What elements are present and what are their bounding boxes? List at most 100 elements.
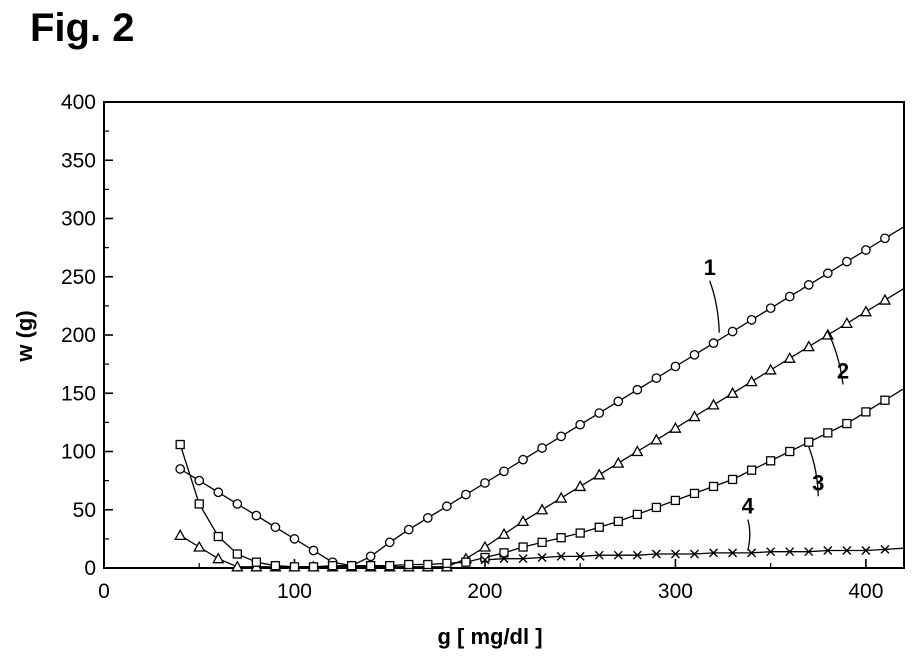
series-3-point [176, 441, 184, 449]
curve-1-label: 1 [704, 255, 716, 280]
series-3-point [348, 562, 356, 570]
series-3-point [767, 457, 775, 465]
series-1-point [252, 511, 260, 519]
series-3-point [290, 563, 298, 571]
x-tick-label: 200 [467, 580, 502, 603]
series-2-point [670, 423, 680, 432]
series-3-point [710, 482, 718, 490]
series-3-point [310, 563, 318, 571]
series-3-point [405, 561, 413, 569]
series-1-point [671, 362, 679, 370]
series-3-point [538, 538, 546, 546]
series-3-point [652, 503, 660, 511]
series-3-point [690, 489, 698, 497]
series-2-point [480, 542, 490, 551]
series-3-point [424, 561, 432, 569]
series-2-point [537, 505, 547, 514]
series-1-line [180, 227, 904, 566]
series-3-point [748, 466, 756, 474]
series-2-point [728, 388, 738, 397]
series-1-point [176, 465, 184, 473]
series-3-point [233, 550, 241, 558]
series-2-point [194, 542, 204, 551]
series-2-point [613, 458, 623, 467]
series-3-point [786, 448, 794, 456]
x-tick-label: 300 [658, 580, 693, 603]
series-2-point [880, 295, 890, 304]
y-tick-label: 250 [61, 266, 96, 289]
x-tick-label: 400 [848, 580, 883, 603]
series-1-point [462, 490, 470, 498]
series-3-point [214, 533, 222, 541]
series-3-point [729, 475, 737, 483]
series-3-point [195, 500, 203, 508]
series-2-point [842, 318, 852, 327]
y-tick-label: 0 [84, 557, 96, 580]
series-1-point [576, 421, 584, 429]
series-1-point [633, 386, 641, 394]
series-1-point [443, 502, 451, 510]
series-3-point [557, 534, 565, 542]
y-tick-label: 100 [61, 441, 96, 464]
curve-4-label: 4 [742, 494, 755, 519]
series-3-point [805, 438, 813, 446]
series-lines [180, 227, 904, 567]
x-axis-label: g [ mg/dl ] [437, 624, 542, 649]
series-1-point [424, 514, 432, 522]
series-1-point [557, 432, 565, 440]
series-2-point [175, 530, 185, 539]
series-1-point [290, 535, 298, 543]
series-1-point [405, 525, 413, 533]
series-3-point [843, 420, 851, 428]
series-1-point [233, 500, 241, 508]
series-2-point [499, 529, 509, 538]
series-2-point [689, 412, 699, 421]
series-2-point [804, 342, 814, 351]
series-2-point [518, 516, 528, 525]
series-1-point [366, 552, 374, 560]
curve-4-leader [748, 520, 750, 551]
series-2-point [632, 447, 642, 456]
series-2-line [180, 288, 904, 566]
series-3-point [386, 562, 394, 570]
series-3-point [443, 559, 451, 567]
series-1-point [614, 397, 622, 405]
curve-3-label: 3 [812, 470, 824, 495]
series-1-point [481, 479, 489, 487]
series-1-point [214, 488, 222, 496]
y-tick-label: 150 [61, 382, 96, 405]
series-1-point [309, 546, 317, 554]
series-3-point [252, 558, 260, 566]
series-3-point [671, 496, 679, 504]
series-1-point [824, 269, 832, 277]
series-2-point [556, 493, 566, 502]
series-2-point [575, 481, 585, 490]
series-3-point [462, 558, 470, 566]
series-2-point [766, 365, 776, 374]
series-1-point [728, 327, 736, 335]
series-1-point [386, 538, 394, 546]
series-2-point [651, 435, 661, 444]
plot-frame [104, 102, 904, 568]
series-markers [175, 234, 890, 571]
y-tick-label: 350 [61, 149, 96, 172]
series-3-point [271, 562, 279, 570]
y-tick-label: 300 [61, 208, 96, 231]
series-1-point [709, 339, 717, 347]
series-1-point [519, 455, 527, 463]
series-1-point [595, 409, 603, 417]
series-3-point [576, 529, 584, 537]
series-1-point [195, 476, 203, 484]
series-1-point [786, 292, 794, 300]
series-2-point [747, 377, 757, 386]
series-1-point [538, 444, 546, 452]
series-3-point [881, 396, 889, 404]
curve-labels: 1234 [704, 255, 850, 551]
series-1-point [747, 316, 755, 324]
series-2-point [594, 470, 604, 479]
series-1-point [843, 257, 851, 265]
x-tick-label: 100 [277, 580, 312, 603]
series-3-point [595, 523, 603, 531]
y-tick-label: 400 [61, 91, 96, 114]
series-2-point [823, 330, 833, 339]
